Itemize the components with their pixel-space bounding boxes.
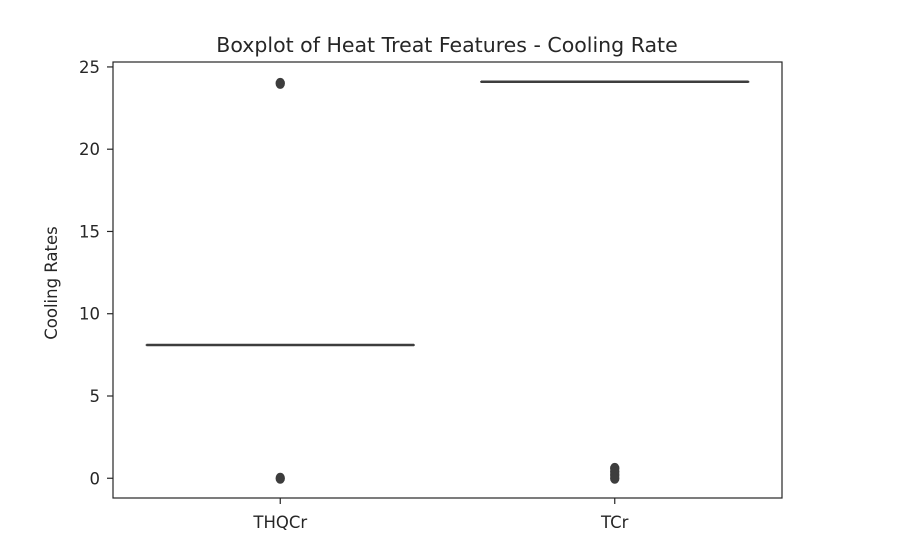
outlier-point	[275, 472, 285, 484]
outlier-point	[275, 77, 285, 89]
y-tick-label: 0	[90, 469, 101, 488]
plot-marks	[145, 77, 750, 484]
y-axis-label: Cooling Rates	[42, 226, 61, 340]
x-tick-label: TCr	[600, 513, 629, 532]
y-tick-label: 10	[79, 305, 100, 324]
y-tick-label: 5	[90, 387, 101, 406]
box-group-tcr	[480, 80, 750, 484]
x-tick-label: THQCr	[252, 513, 307, 532]
chart-title: Boxplot of Heat Treat Features - Cooling…	[216, 33, 677, 57]
box-group-thqcr	[145, 77, 415, 484]
y-tick-label: 25	[79, 58, 100, 77]
x-axis-ticks: THQCr TCr	[252, 498, 629, 532]
y-tick-label: 20	[79, 140, 100, 159]
y-tick-label: 15	[79, 222, 100, 241]
y-axis-ticks: 0 5 10 15 20 25	[79, 58, 113, 488]
outlier-point	[610, 472, 620, 484]
plot-frame	[112, 61, 783, 499]
